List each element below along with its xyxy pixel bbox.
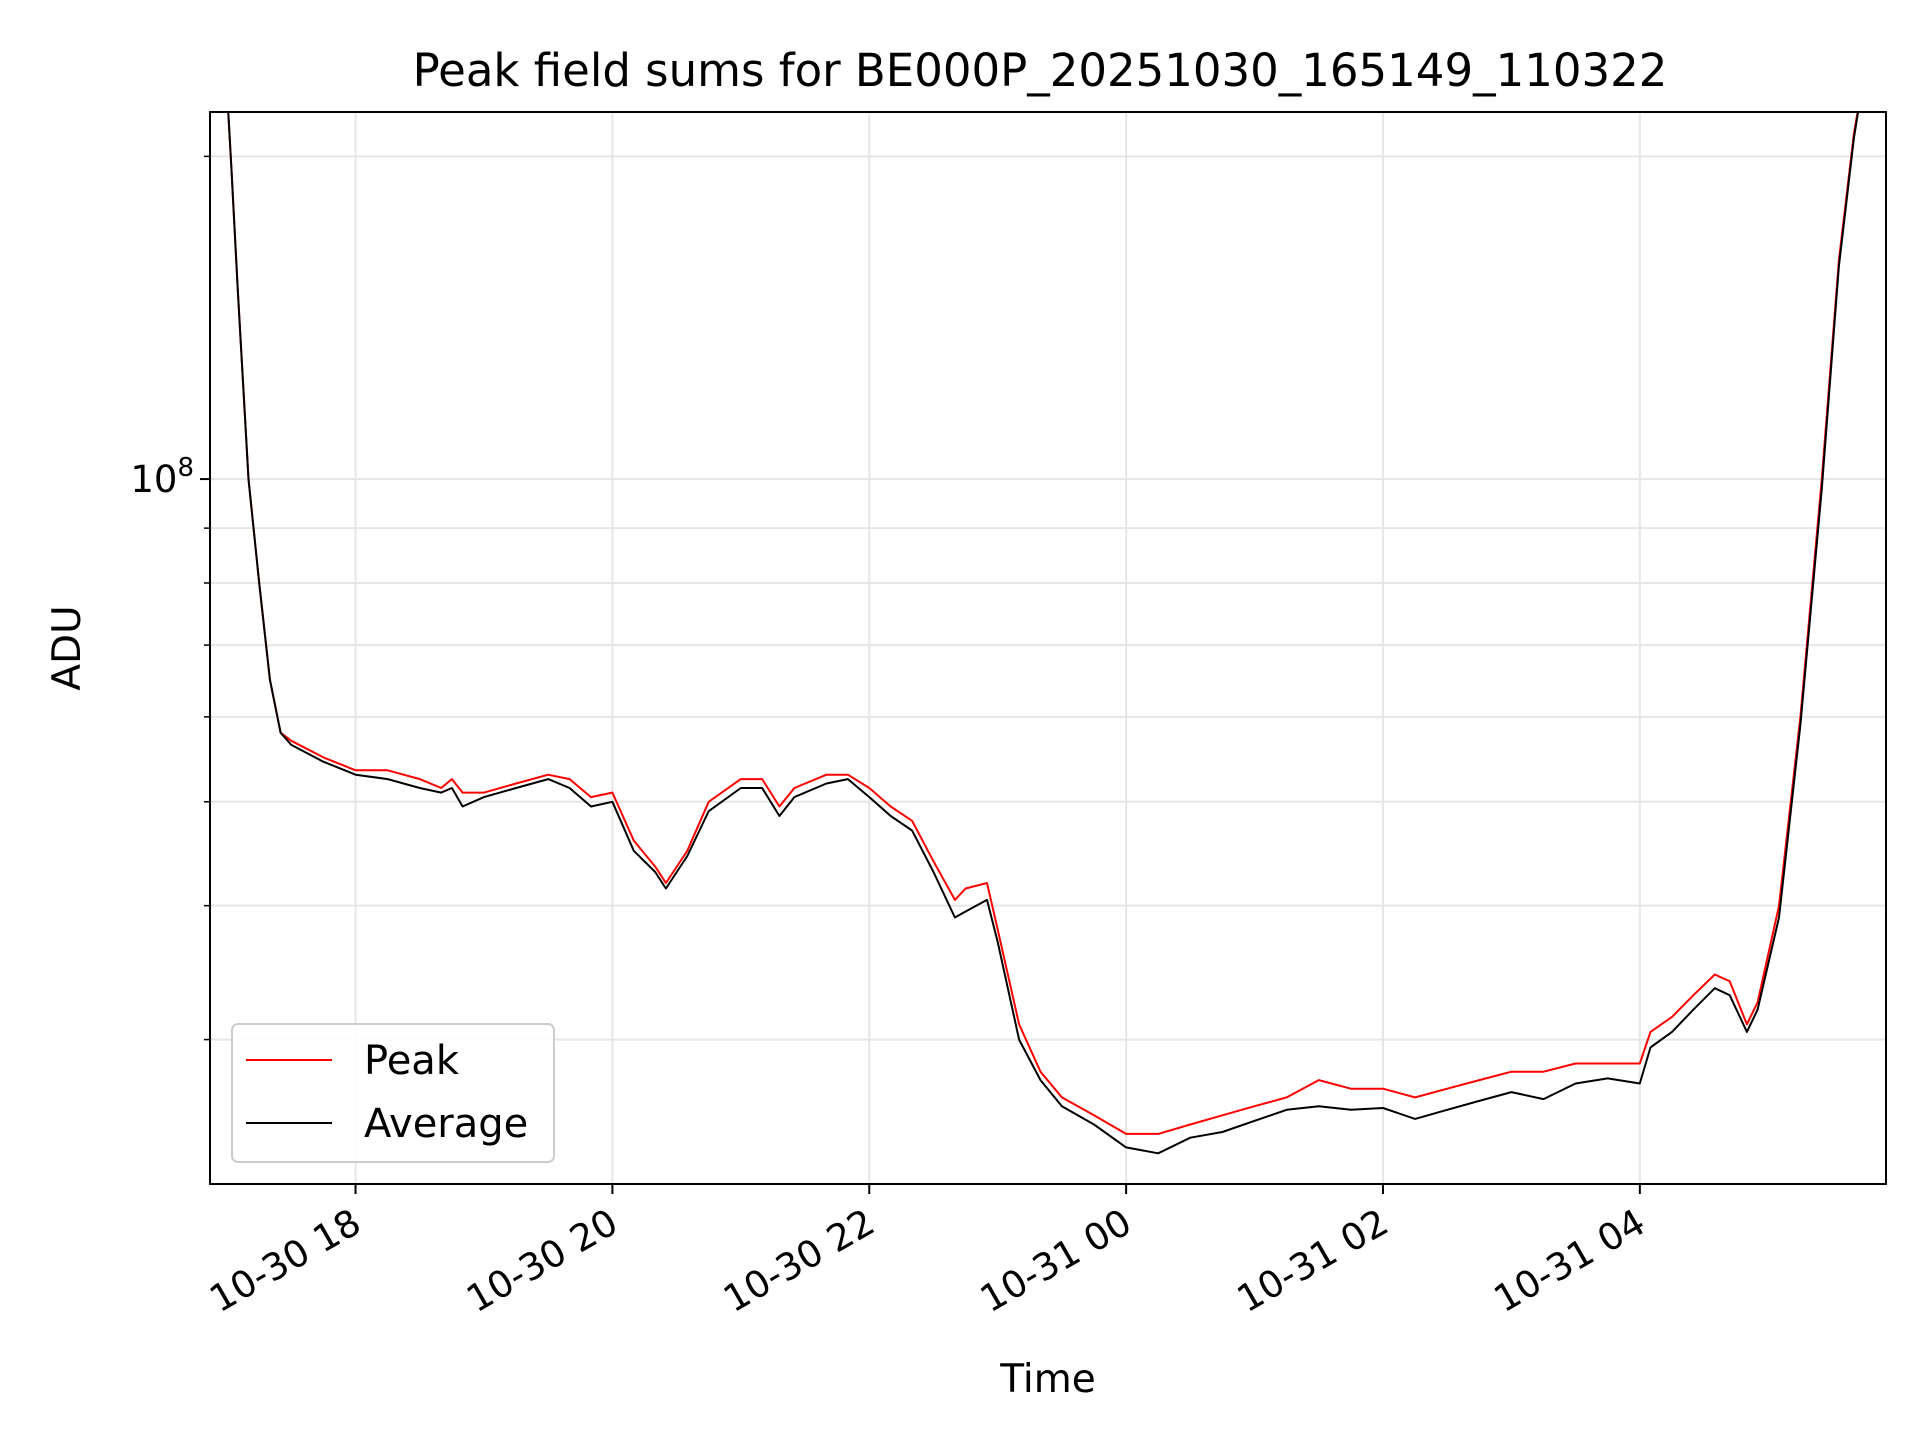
legend-box [231,1023,555,1163]
legend-label-peak: Peak [364,1038,460,1084]
plot-clip-group [227,112,1860,1155]
chart-title: Peak field sums for BE000P_20251030_1651… [413,44,1668,97]
y-tick-label: 108 [130,453,194,501]
grid-layer [210,112,1886,1184]
series-line-peak [227,112,1859,1135]
series-line-average [227,112,1860,1155]
y-axis-ticks: 108 [130,155,210,1041]
y-axis-label: ADU [45,605,90,690]
x-axis-label: Time [999,1357,1095,1402]
y-tick-base: 10 [130,458,177,501]
legend-label-average: Average [364,1101,528,1147]
plot-frame [209,111,1887,1185]
legend: Peak Average [231,1023,555,1163]
y-tick-exponent: 8 [177,453,194,483]
